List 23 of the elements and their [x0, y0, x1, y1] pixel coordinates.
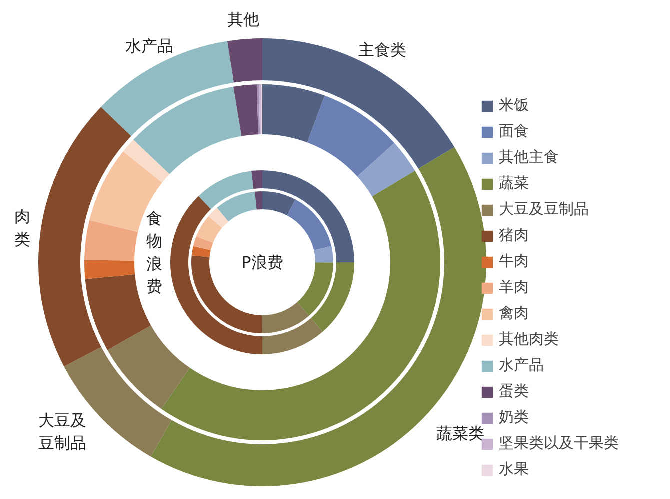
- legend-label: 坚果类以及干果类: [499, 434, 619, 453]
- slice-label: 水产品: [126, 36, 174, 56]
- text: 蔬菜类: [436, 424, 485, 443]
- legend-label: 大豆及豆制品: [499, 200, 589, 219]
- text: 大豆及豆制品: [38, 410, 87, 453]
- legend-label: 羊肉: [499, 278, 529, 297]
- text: P浪费: [242, 253, 284, 272]
- legend-label: 猪肉: [499, 226, 529, 245]
- text: 肉类: [14, 207, 30, 250]
- legend-label: 其他主食: [499, 148, 559, 167]
- legend-label: 蔬菜: [499, 174, 529, 193]
- text: 其他: [227, 10, 260, 29]
- legend-label: 水果: [499, 460, 529, 479]
- text: 主食类: [358, 40, 407, 60]
- legend-label: 奶类: [499, 408, 529, 427]
- legend-label: 牛肉: [499, 252, 529, 271]
- legend-label: 蛋类: [499, 382, 529, 401]
- legend-label: 禽肉: [499, 304, 529, 323]
- legend-label: 面食: [499, 122, 529, 141]
- legend-label: 水产品: [499, 356, 544, 375]
- text: 食物浪费: [146, 208, 162, 296]
- legend-label: 米饭: [499, 96, 529, 115]
- legend-label: 其他肉类: [499, 330, 559, 349]
